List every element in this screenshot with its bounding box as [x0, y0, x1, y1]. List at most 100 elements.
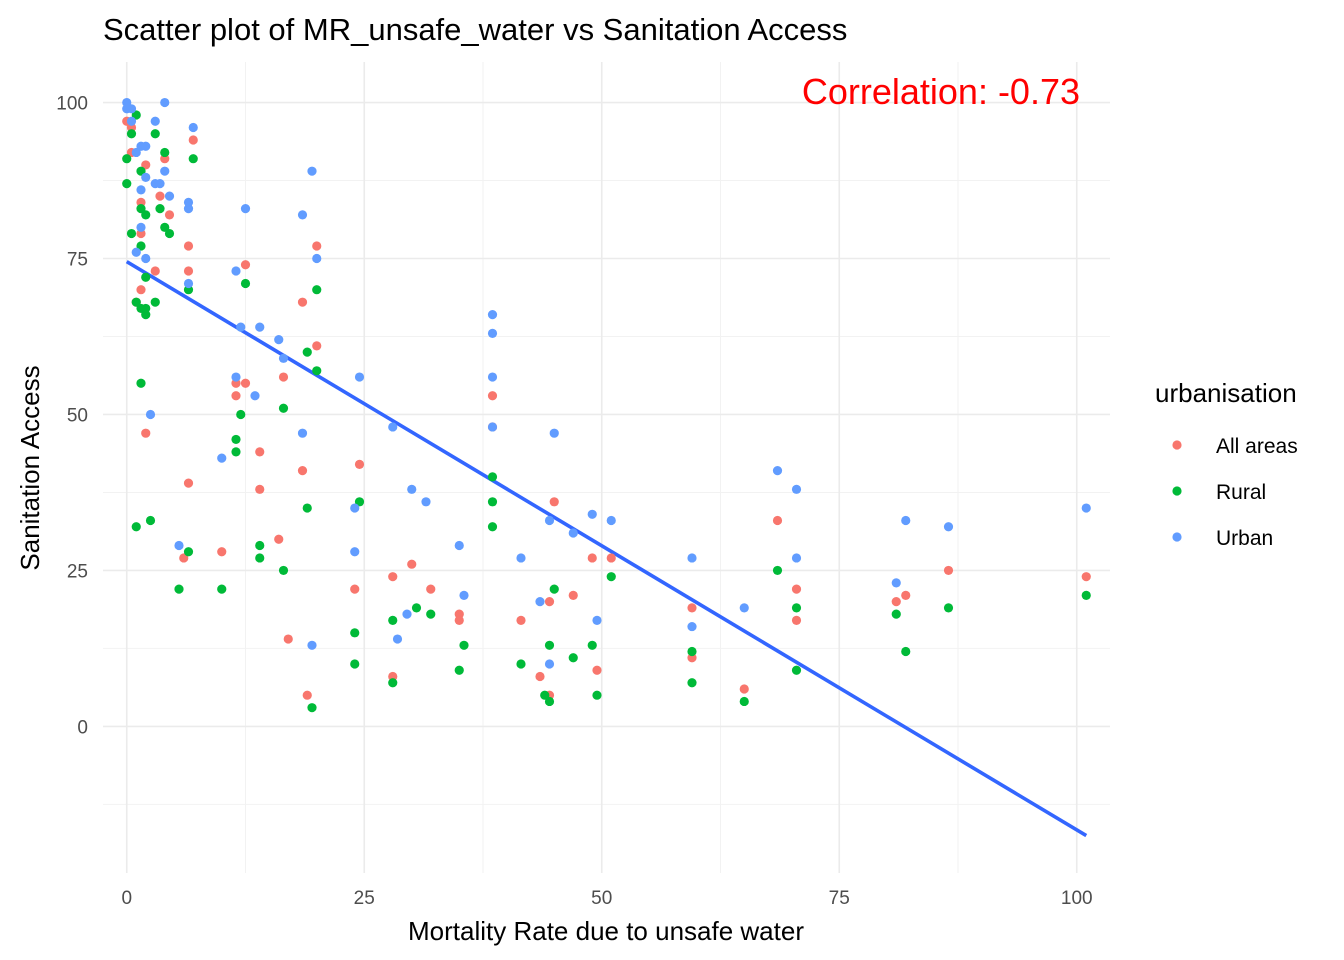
data-point — [141, 160, 151, 170]
data-point — [141, 210, 151, 220]
x-tick-label: 0 — [121, 888, 132, 909]
data-point — [388, 422, 398, 432]
data-point — [183, 266, 194, 276]
data-point — [454, 540, 464, 551]
data-point — [188, 154, 198, 164]
data-point — [544, 659, 555, 669]
data-point — [516, 553, 526, 563]
y-tick-label: 25 — [67, 561, 88, 582]
y-axis-label: Sanitation Access — [15, 365, 45, 570]
data-point — [240, 204, 251, 214]
data-point — [421, 497, 431, 507]
y-tick-label: 0 — [77, 717, 88, 738]
data-point — [231, 372, 241, 382]
data-point — [136, 166, 146, 176]
data-point — [791, 484, 802, 494]
data-point — [354, 497, 365, 507]
data-point — [459, 590, 469, 600]
data-point — [255, 540, 265, 551]
data-point — [459, 640, 469, 650]
data-point — [155, 204, 165, 214]
data-point — [141, 253, 151, 264]
data-point — [183, 278, 194, 289]
data-point — [307, 703, 317, 713]
x-axis-ticks: 0 25 50 75 100 — [121, 888, 1092, 909]
data-point — [891, 609, 901, 619]
trend-line — [125, 260, 1088, 838]
data-point — [687, 621, 697, 632]
data-point — [240, 260, 251, 270]
data-point — [297, 466, 308, 476]
data-point — [312, 241, 322, 251]
data-point — [183, 197, 194, 207]
data-point — [278, 403, 289, 413]
data-point — [549, 497, 559, 507]
legend-key — [1172, 440, 1182, 450]
data-point — [772, 466, 783, 476]
data-point — [131, 147, 141, 158]
data-point — [136, 204, 146, 214]
data-point — [136, 378, 146, 388]
data-point — [606, 572, 616, 582]
trend-line-group — [125, 260, 1088, 838]
data-point — [183, 478, 194, 488]
data-point — [943, 603, 954, 613]
points-group — [122, 97, 1091, 713]
data-point — [278, 565, 289, 576]
x-tick-label: 100 — [1061, 888, 1093, 909]
data-point — [297, 428, 308, 438]
data-point — [141, 141, 151, 151]
data-point — [592, 690, 602, 700]
data-point — [240, 278, 251, 289]
data-point — [592, 615, 602, 625]
data-point — [791, 615, 802, 625]
data-point — [150, 266, 160, 276]
data-point — [901, 646, 911, 657]
data-point — [274, 335, 284, 345]
data-point — [131, 247, 141, 257]
data-point — [122, 154, 132, 164]
data-point — [943, 522, 954, 532]
data-point — [535, 671, 545, 682]
data-point — [188, 122, 198, 133]
data-point — [454, 665, 464, 675]
legend-key — [1172, 532, 1182, 542]
legend-label: Rural — [1216, 481, 1266, 504]
data-point — [255, 484, 265, 494]
data-point — [160, 222, 170, 232]
data-point — [891, 597, 901, 607]
data-point — [350, 503, 360, 513]
data-point — [687, 678, 697, 688]
data-point — [302, 503, 312, 513]
data-point — [606, 515, 616, 526]
legend: urbanisation All areas Rural Urban — [1155, 378, 1298, 550]
data-point — [487, 310, 498, 320]
data-point — [136, 222, 146, 232]
data-point — [141, 272, 151, 282]
data-point — [901, 515, 911, 526]
data-point — [160, 147, 170, 158]
data-point — [255, 322, 265, 332]
data-point — [592, 665, 602, 675]
data-point — [155, 179, 165, 189]
legend-title: urbanisation — [1155, 378, 1297, 408]
data-point — [516, 659, 526, 669]
data-point — [131, 110, 141, 120]
data-point — [544, 640, 555, 650]
data-point — [487, 391, 498, 401]
data-point — [350, 628, 360, 638]
data-point — [354, 372, 365, 382]
data-point — [183, 547, 194, 557]
data-point — [487, 497, 498, 507]
data-point — [302, 347, 312, 357]
data-point — [164, 210, 175, 220]
data-point — [307, 166, 317, 176]
data-point — [278, 372, 289, 382]
data-point — [122, 179, 132, 189]
data-point — [606, 553, 616, 563]
data-point — [454, 615, 464, 625]
data-point — [568, 653, 578, 663]
data-point — [217, 453, 227, 463]
chart-title: Scatter plot of MR_unsafe_water vs Sanit… — [103, 12, 847, 47]
data-point — [388, 615, 398, 625]
